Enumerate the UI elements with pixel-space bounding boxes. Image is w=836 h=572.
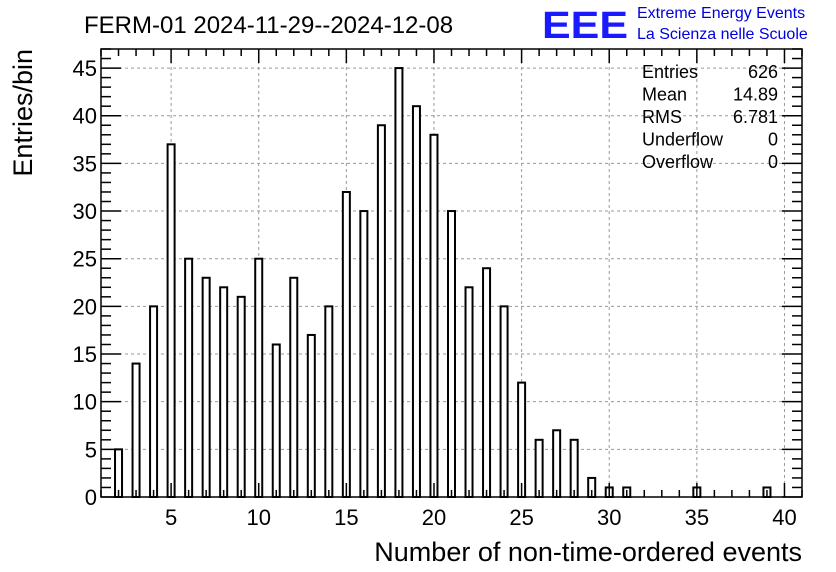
x-tick-label: 15 bbox=[334, 505, 358, 530]
histogram-bar bbox=[464, 286, 474, 499]
histogram-bar bbox=[166, 143, 176, 498]
x-tick-label: 30 bbox=[597, 505, 621, 530]
logo-mark: EEE bbox=[542, 5, 628, 47]
chart-title: FERM-01 2024-11-29--2024-12-08 bbox=[84, 12, 453, 39]
histogram-bar bbox=[499, 305, 509, 498]
stats-value: 6.781 bbox=[733, 107, 778, 127]
y-tick-label: 15 bbox=[73, 342, 97, 367]
y-tick-label: 0 bbox=[85, 485, 97, 510]
histogram-bar bbox=[394, 67, 404, 498]
y-tick-label: 25 bbox=[73, 247, 97, 272]
stats-value: 0 bbox=[768, 130, 778, 150]
stats-value: 0 bbox=[768, 152, 778, 172]
stats-label: Overflow bbox=[642, 152, 714, 172]
histogram-bar bbox=[306, 333, 316, 499]
histogram-bar bbox=[517, 381, 527, 499]
x-axis-label: Number of non-time-ordered events bbox=[374, 537, 802, 567]
x-tick-label: 20 bbox=[422, 505, 446, 530]
x-tick-label: 5 bbox=[165, 505, 177, 530]
histogram-bar bbox=[411, 105, 421, 498]
y-tick-label: 45 bbox=[73, 56, 97, 81]
y-axis-label: Entries/bin bbox=[8, 49, 38, 177]
stats-label: Underflow bbox=[642, 130, 724, 150]
stats-value: 626 bbox=[748, 62, 778, 82]
y-tick-label: 20 bbox=[73, 294, 97, 319]
y-tick-label: 5 bbox=[85, 437, 97, 462]
histogram-bar bbox=[289, 276, 299, 498]
histogram-bar bbox=[271, 343, 281, 498]
histogram-bar bbox=[236, 295, 246, 498]
histogram-bar bbox=[359, 210, 369, 499]
y-tick-label: 40 bbox=[73, 104, 97, 129]
y-tick-label: 10 bbox=[73, 390, 97, 415]
stats-label: RMS bbox=[642, 107, 682, 127]
histogram-bar bbox=[184, 257, 194, 498]
eee-logo: EEE Extreme Energy Events La Scienza nel… bbox=[542, 5, 808, 47]
x-tick-label: 35 bbox=[685, 505, 709, 530]
histogram-bar bbox=[254, 257, 264, 498]
histogram-bar bbox=[534, 438, 544, 498]
x-tick-label: 40 bbox=[772, 505, 796, 530]
histogram-bar bbox=[201, 276, 211, 498]
histogram-bar bbox=[376, 124, 386, 499]
histogram-bar bbox=[446, 210, 457, 499]
histogram-bar bbox=[429, 133, 439, 498]
tick-labels: 5 10 15 20 25 30 35 40 0 5 10 15 20 25 30 35 40 45 bbox=[73, 56, 797, 530]
histogram-bar bbox=[131, 362, 141, 498]
histogram-bar bbox=[482, 267, 492, 498]
logo-line-2: La Scienza nelle Scuole bbox=[637, 26, 808, 43]
x-tick-label: 25 bbox=[509, 505, 533, 530]
stats-value: 14.89 bbox=[733, 85, 778, 105]
histogram-bar bbox=[341, 190, 351, 498]
histogram-bar bbox=[219, 286, 229, 499]
stats-label: Entries bbox=[642, 62, 698, 82]
y-tick-label: 30 bbox=[73, 199, 97, 224]
stats-label: Mean bbox=[642, 85, 687, 105]
plot-frame bbox=[100, 48, 803, 498]
x-tick-label: 10 bbox=[246, 505, 270, 530]
histogram-bar bbox=[324, 305, 334, 498]
logo-line-1: Extreme Energy Events bbox=[637, 5, 805, 22]
histogram-bar bbox=[552, 429, 562, 498]
y-tick-label: 35 bbox=[73, 151, 97, 176]
histogram-bar bbox=[569, 438, 579, 498]
histogram-bar bbox=[149, 305, 159, 498]
histogram-bar bbox=[114, 448, 124, 498]
stats-box: Entries 626 Mean 14.89 RMS 6.781 Underflow 0 Ove… bbox=[642, 62, 778, 172]
